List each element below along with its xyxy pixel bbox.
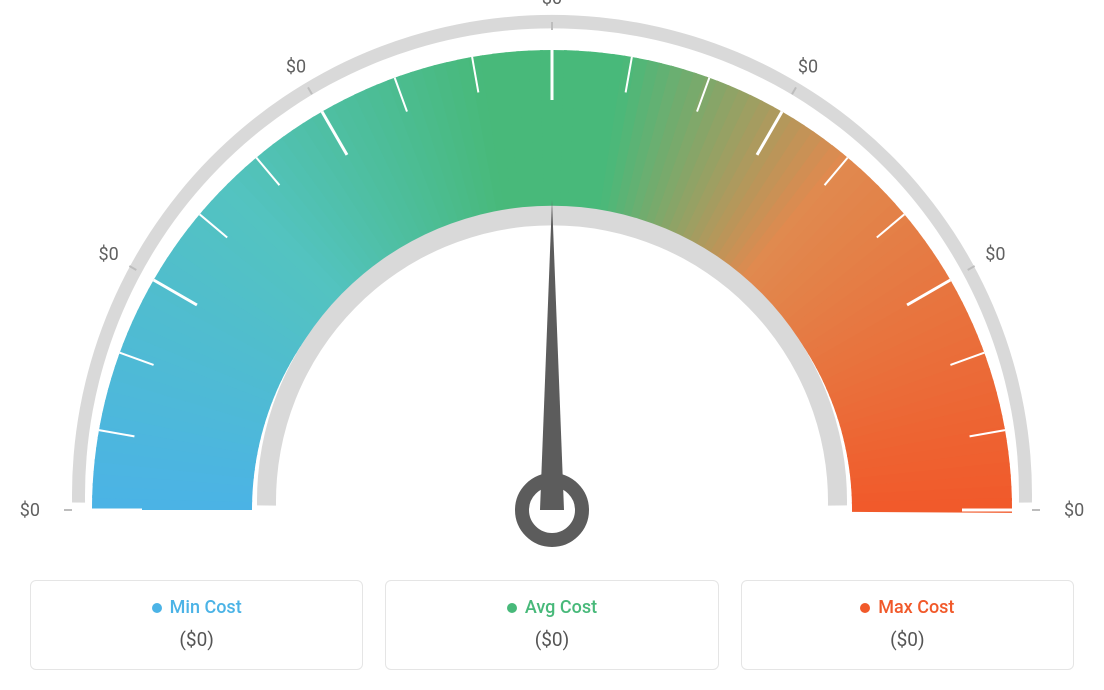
legend-top-min: Min Cost — [41, 597, 352, 618]
svg-text:$0: $0 — [1064, 500, 1084, 521]
legend-row: Min Cost ($0) Avg Cost ($0) Max Cost ($0… — [30, 580, 1074, 670]
legend-value-max: ($0) — [752, 628, 1063, 651]
legend-label-max: Max Cost — [878, 597, 954, 618]
legend-label-avg: Avg Cost — [525, 597, 597, 618]
legend-dot-min — [152, 603, 162, 613]
svg-text:$0: $0 — [20, 500, 40, 521]
legend-dot-max — [860, 603, 870, 613]
legend-dot-avg — [507, 603, 517, 613]
legend-card-min: Min Cost ($0) — [30, 580, 363, 670]
legend-card-max: Max Cost ($0) — [741, 580, 1074, 670]
gauge-chart: $0 $0 $0 $0 $0 $0 $0 — [0, 0, 1104, 560]
svg-text:$0: $0 — [286, 57, 306, 78]
legend-value-avg: ($0) — [396, 628, 707, 651]
legend-label-min: Min Cost — [170, 597, 242, 618]
svg-text:$0: $0 — [98, 244, 118, 265]
legend-card-avg: Avg Cost ($0) — [385, 580, 718, 670]
svg-text:$0: $0 — [542, 0, 562, 9]
svg-text:$0: $0 — [798, 57, 818, 78]
legend-top-max: Max Cost — [752, 597, 1063, 618]
legend-value-min: ($0) — [41, 628, 352, 651]
gauge-svg: $0 $0 $0 $0 $0 $0 $0 — [0, 0, 1104, 560]
svg-text:$0: $0 — [985, 244, 1005, 265]
legend-top-avg: Avg Cost — [396, 597, 707, 618]
